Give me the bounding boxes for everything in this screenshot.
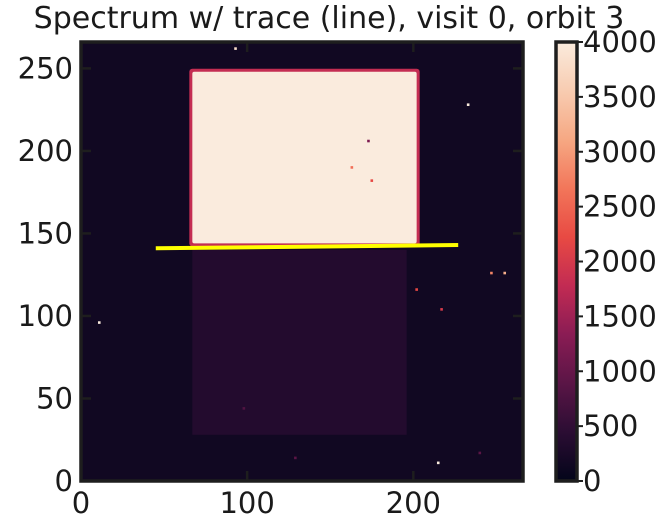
hot-pixel [234,47,237,50]
hot-pixel [503,271,507,275]
hot-pixel [490,271,493,275]
colorbar-gradient [556,42,577,481]
colorbar-tick-label: 3000 [583,135,657,169]
plot-panel: 0 100 200 0 50 100 150 200 250 [18,40,525,520]
hot-pixel [350,166,354,169]
y-axis: 0 50 100 150 200 250 [18,51,523,498]
y-tick-label: 200 [18,134,73,168]
x-axis: 0 100 200 [72,42,441,520]
chart-title: Spectrum w/ trace (line), visit 0, orbit… [34,1,625,36]
region-spectrum [192,71,417,244]
hot-pixel [415,288,418,291]
colorbar-tick-label: 4000 [583,25,657,59]
hot-pixel [294,456,297,460]
x-tick-label: 100 [219,486,274,520]
colorbar-tick-label: 2500 [583,190,657,224]
y-tick-label: 0 [55,464,73,498]
colorbar-tick-label: 500 [583,409,638,443]
hot-pixel [466,103,470,107]
trace-line [155,242,459,251]
hot-pixel [242,407,246,410]
image-regions [189,68,420,435]
y-tick-label: 150 [18,216,73,250]
region-faint-rectangle [192,249,407,435]
hot-pixel [436,461,440,465]
hot-pixel [367,139,370,143]
y-tick-label: 50 [36,381,73,415]
y-tick-label: 250 [18,51,73,85]
colorbar-tick-label: 1500 [583,299,657,333]
colorbar-tick-label: 2000 [583,245,657,279]
hot-pixel [440,308,443,311]
plot-frame [79,40,525,483]
colorbar-tick-label: 0 [583,464,601,498]
hot-pixel [370,179,374,182]
y-tick-label: 100 [18,299,73,333]
colorbar-tick-label: 3500 [583,80,657,114]
x-tick-label: 0 [72,486,90,520]
colorbar: 0 500 1000 1500 2000 2500 3000 3500 4000 [554,25,657,498]
colorbar-tick-label: 1000 [583,354,657,388]
x-tick-label: 200 [386,486,441,520]
hot-pixel [478,451,482,455]
colorbar-axis: 0 500 1000 1500 2000 2500 3000 3500 4000 [577,25,657,498]
hot-pixel [97,321,101,324]
hot-pixels [97,47,507,465]
